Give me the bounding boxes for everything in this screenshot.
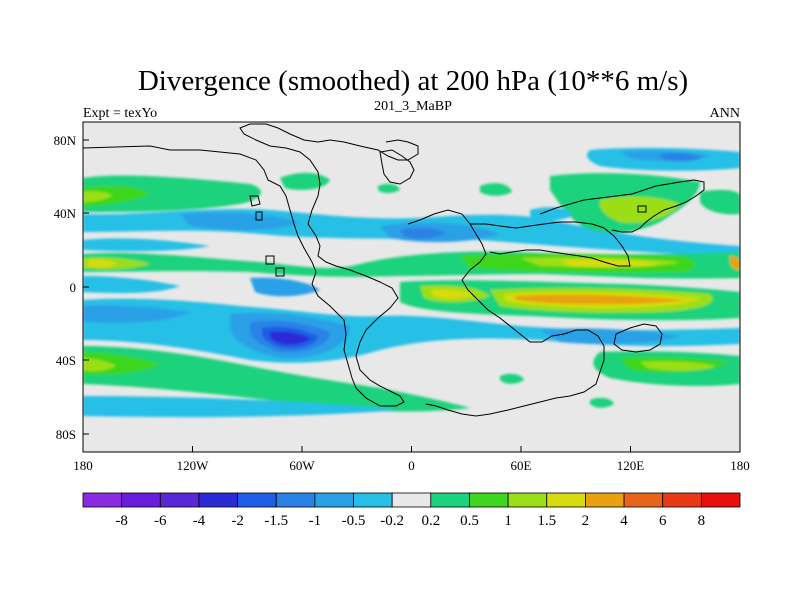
colorbar-labels: -8 -6 -4 -2 -1.5 -1 -0.5 -0.2 0.2 0.5 1 1.5 2 4 6 8: [115, 513, 705, 529]
y-tick-label: 40N: [54, 206, 77, 221]
contour-region: [640, 361, 716, 371]
contour-region: [83, 305, 190, 323]
contour-region: [280, 172, 330, 190]
contour-region: [83, 175, 261, 212]
contour-region: [88, 259, 118, 268]
contour-region: [83, 358, 116, 372]
case-label: 201_3_MaBP: [374, 99, 452, 114]
coastline-eurasia: [407, 209, 605, 417]
colorbar-swatch: [314, 492, 354, 508]
contour-region: [180, 212, 300, 231]
colorbar-swatch: [623, 492, 664, 508]
contour-region: [530, 207, 572, 221]
contour-region: [83, 346, 470, 412]
y-tick-label: 0: [70, 280, 77, 295]
colorbar-swatch: [469, 492, 509, 508]
contour-region: [83, 238, 210, 252]
coastline-layer: [83, 123, 705, 417]
contour-region: [660, 153, 702, 162]
colorbar-label: -4: [193, 513, 206, 529]
x-tick-label: 180: [73, 458, 93, 473]
colorbar-label: -6: [154, 513, 167, 529]
y-tick-label: 40S: [56, 353, 76, 368]
colorbar-label: 0.5: [460, 513, 479, 529]
contour-region: [590, 397, 614, 408]
colorbar-label: 4: [620, 513, 628, 529]
x-tick-label: 60W: [289, 458, 315, 473]
colorbar-swatch: [430, 492, 470, 508]
contour-region: [500, 373, 524, 384]
x-tick-label: 180: [730, 458, 750, 473]
colorbar-swatch: [353, 492, 393, 508]
coastline-asia: [470, 221, 631, 267]
contour-region: [480, 183, 512, 196]
contour-region: [83, 276, 180, 294]
x-tick-label: 120W: [177, 458, 210, 473]
contour-region: [730, 256, 740, 270]
contour-region: [378, 183, 400, 193]
coastline-greenland: [379, 149, 415, 185]
colorbar-label: 0.2: [421, 513, 440, 529]
colorbar-label: -0.2: [380, 513, 404, 529]
colorbar-swatch: [237, 492, 277, 508]
coastline-americas: [83, 123, 419, 407]
x-tick-label: 120E: [617, 458, 645, 473]
contour-region: [430, 289, 474, 299]
contour-region: [270, 331, 310, 345]
season-label: ANN: [710, 106, 740, 121]
colorbar-label: 8: [698, 513, 706, 529]
contour-region: [515, 294, 685, 305]
axis-ticks: [82, 139, 741, 452]
map-panel: [82, 121, 741, 453]
coastline-misc: [249, 195, 647, 277]
colorbar-label: -2: [231, 513, 244, 529]
contour-region: [540, 328, 680, 344]
experiment-label: Expt = texYo: [83, 106, 157, 121]
contour-region: [83, 186, 150, 206]
colorbar-swatch: [159, 492, 200, 508]
contour-region: [599, 196, 680, 224]
y-tick-label: 80S: [56, 427, 76, 442]
colorbar-swatch: [198, 492, 238, 508]
colorbar-swatch: [82, 492, 123, 508]
colorbar-label: 2: [582, 513, 590, 529]
coastline-siberia: [539, 179, 705, 233]
contour-region: [83, 396, 400, 418]
colorbar-swatch: [585, 492, 625, 508]
x-tick-label: 60E: [511, 458, 532, 473]
colorbar-swatch: [546, 492, 586, 508]
colorbar-label: 1: [504, 513, 512, 529]
contour-region: [83, 191, 112, 202]
map-title: Divergence (smoothed) at 200 hPa (10**6 …: [138, 65, 688, 97]
contour-region: [400, 227, 446, 239]
colorbar-label: -1.5: [264, 513, 288, 529]
x-tick-label: 0: [408, 458, 415, 473]
colorbar-label: -8: [115, 513, 128, 529]
contour-region: [250, 277, 320, 297]
colorbar-swatch: [507, 492, 548, 508]
colorbar-label: -1: [309, 513, 322, 529]
colorbar-label: -0.5: [342, 513, 366, 529]
colorbar-swatch: [121, 492, 161, 508]
colorbar: [82, 492, 741, 508]
y-axis-labels: 80N 40N 0 40S 80S: [54, 133, 77, 442]
colorbar-swatch: [700, 492, 741, 508]
contour-region: [700, 189, 740, 215]
colorbar-label: 6: [659, 513, 667, 529]
x-axis-labels: 180 120W 60W 0 60E 120E 180: [73, 458, 750, 473]
y-tick-label: 80N: [54, 133, 77, 148]
colorbar-swatch: [391, 492, 432, 508]
colorbar-swatch: [662, 492, 702, 508]
colorbar-label: 1.5: [537, 513, 556, 529]
colorbar-swatch: [275, 492, 316, 508]
coastline-australia: [613, 323, 663, 353]
